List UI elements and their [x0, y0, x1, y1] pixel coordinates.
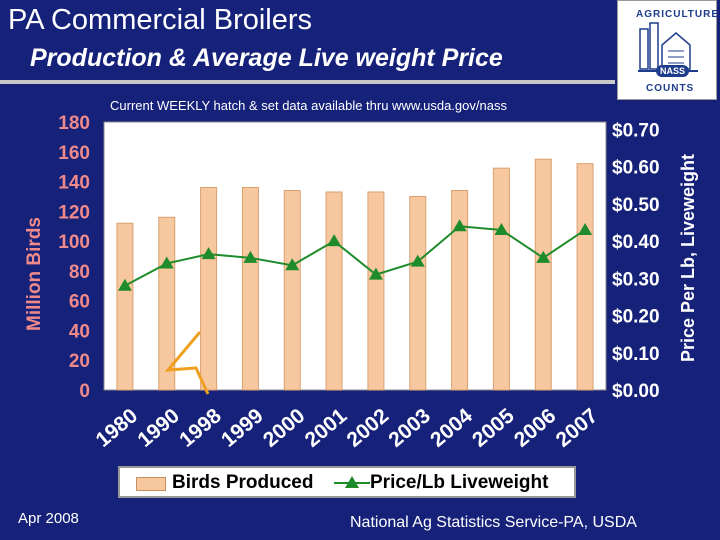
y-tick-label: 80: [69, 262, 90, 283]
bar: [158, 216, 176, 391]
footer-date: Apr 2008: [18, 510, 79, 527]
x-tick-label: 2000: [259, 404, 310, 452]
data-source-note: Current WEEKLY hatch & set data availabl…: [110, 98, 507, 113]
bar: [409, 195, 427, 391]
y-tick-label: 160: [58, 143, 90, 164]
price-point: [368, 267, 383, 280]
bar: [451, 189, 469, 391]
price-point: [159, 256, 174, 269]
y2-axis-title: Price Per Lb, Liveweight: [678, 154, 698, 362]
logo-bottom-text: COUNTS: [646, 83, 695, 94]
y2-tick-label: $0.60: [612, 158, 660, 179]
price-point: [452, 219, 467, 232]
y2-tick-label: $0.50: [612, 195, 660, 216]
page-subtitle: Production & Average Live weight Price: [30, 44, 503, 72]
x-tick-label: 2007: [552, 404, 603, 452]
x-tick-label: 1999: [217, 404, 268, 452]
plot-area: [103, 121, 607, 391]
legend-line-swatch: [334, 476, 370, 488]
price-point: [243, 250, 258, 263]
price-point: [578, 222, 593, 235]
x-tick-label: 2005: [468, 404, 519, 452]
legend-label-birds: Birds Produced: [172, 472, 314, 493]
x-tick-label: 2002: [343, 404, 394, 452]
bar: [116, 222, 134, 391]
y2-tick-label: $0.10: [612, 344, 660, 365]
x-tick-label: 1980: [92, 404, 143, 452]
x-tick-label: 1990: [133, 404, 184, 452]
y-tick-label: 60: [69, 292, 90, 313]
y2-tick-label: $0.70: [612, 120, 660, 141]
axis-break-mark: [164, 331, 210, 395]
price-point: [494, 222, 509, 235]
bar: [325, 191, 343, 391]
bar: [576, 163, 594, 391]
y-axis-title: Million Birds: [24, 217, 45, 331]
page-title: PA Commercial Broilers: [8, 4, 313, 36]
y-tick-label: 120: [58, 202, 90, 223]
price-point: [117, 278, 132, 291]
bar: [283, 189, 301, 391]
y-tick-label: 100: [58, 232, 90, 253]
price-point: [201, 247, 216, 260]
y2-tick-label: $0.00: [612, 381, 660, 402]
bar: [492, 167, 510, 391]
y-tick-label: 0: [79, 381, 90, 402]
y2-tick-label: $0.20: [612, 307, 660, 328]
price-line: [124, 225, 586, 287]
bar: [367, 191, 385, 391]
x-tick-label: 2006: [510, 404, 561, 452]
agriculture-counts-logo: AGRICULTURE NASS COUNTS: [617, 0, 720, 100]
logo-top-text: AGRICULTURE: [636, 9, 720, 20]
bar: [241, 187, 259, 391]
y2-tick-label: $0.40: [612, 232, 660, 253]
legend-label-price: Price/Lb Liveweight: [370, 472, 549, 493]
x-tick-label: 2003: [384, 404, 435, 452]
x-tick-label: 2001: [301, 404, 352, 452]
price-point: [327, 234, 342, 247]
price-point: [536, 250, 551, 263]
logo-badge: NASS: [656, 65, 690, 77]
y-tick-label: 180: [58, 113, 90, 134]
price-point: [410, 254, 425, 267]
bar: [534, 158, 552, 391]
y2-tick-label: $0.30: [612, 269, 660, 290]
legend-bar-swatch: [136, 477, 166, 491]
footer-agency: National Ag Statistics Service-PA, USDA: [350, 514, 637, 531]
bar: [200, 187, 218, 391]
x-tick-label: 1998: [175, 404, 226, 452]
y-tick-label: 40: [69, 321, 90, 342]
price-point: [285, 258, 300, 271]
title-divider: [0, 80, 615, 84]
x-tick-label: 2004: [426, 404, 477, 452]
y-tick-label: 140: [58, 173, 90, 194]
y-tick-label: 20: [69, 351, 90, 372]
chart-legend: Birds Produced Price/Lb Liveweight: [118, 466, 576, 498]
